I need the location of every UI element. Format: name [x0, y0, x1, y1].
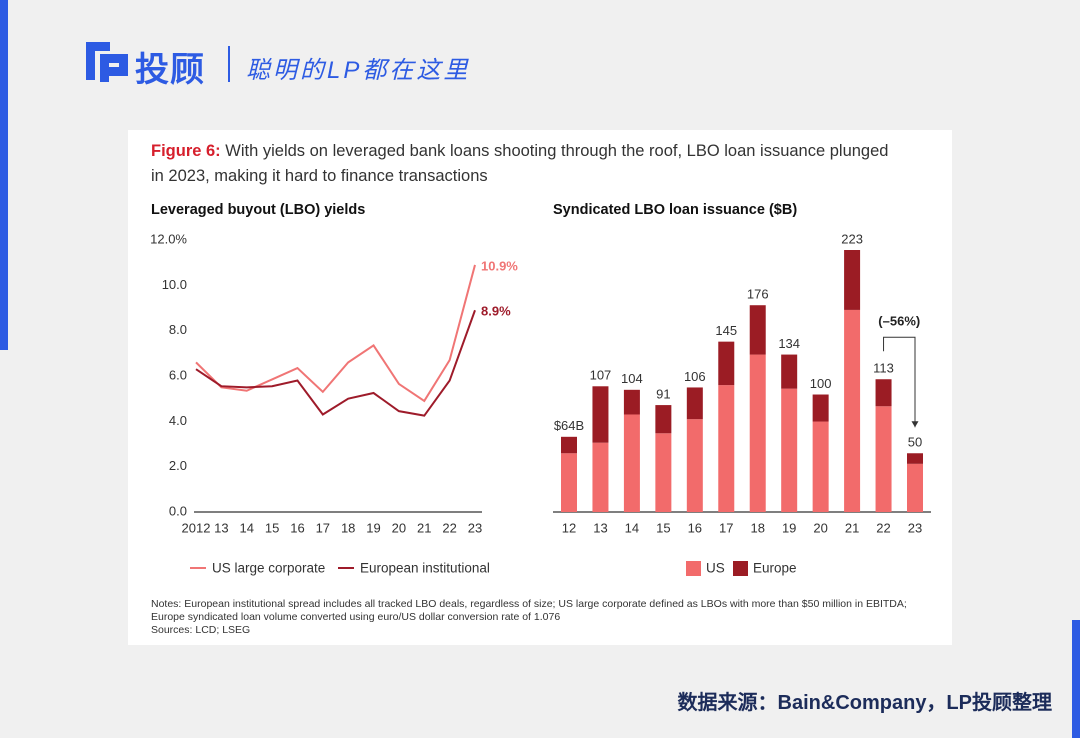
x-tick-label: 21: [845, 520, 859, 535]
legend-label: US large corporate: [212, 561, 325, 576]
logo-icon: [86, 42, 128, 82]
x-tick-label: 12: [562, 520, 576, 535]
x-tick-label: 22: [442, 520, 456, 535]
figure-title: Figure 6: With yields on leveraged bank …: [151, 139, 891, 189]
x-tick-label: 2012: [182, 520, 211, 535]
x-tick-label: 15: [265, 520, 279, 535]
total-label: 145: [715, 323, 737, 338]
annotation: (–56%): [878, 314, 920, 329]
y-tick-label: 6.0: [169, 367, 187, 382]
total-label: 100: [810, 376, 832, 391]
x-tick-label: 15: [656, 520, 670, 535]
divider: [228, 46, 230, 82]
bar-segment: [718, 385, 735, 512]
bar-segment: [875, 406, 892, 512]
total-label: 107: [590, 368, 612, 383]
x-tick-label: 14: [625, 520, 639, 535]
bar-segment: [655, 405, 672, 434]
bar-segment: [812, 421, 829, 512]
x-tick-label: 18: [341, 520, 355, 535]
y-tick-label: 12.0%: [150, 231, 187, 246]
figure-label: Figure 6:: [151, 142, 221, 160]
bar-segment: [907, 453, 923, 464]
bar-segment: [749, 305, 766, 355]
line-series: [195, 309, 476, 417]
tagline: 聪明的LP都在这里: [246, 57, 471, 84]
total-label: 134: [778, 336, 800, 351]
bar-segment: [844, 250, 861, 310]
note: Notes: European institutional spread inc…: [151, 598, 907, 623]
source: Sources: LCD; LSEG: [151, 624, 251, 636]
annotation-arrow: [883, 336, 916, 428]
y-tick-label: 10.0: [162, 277, 187, 292]
y-tick-label: 2.0: [169, 458, 187, 473]
bar-segment: [718, 341, 735, 386]
legend-label: Europe: [753, 561, 797, 576]
brand: 投顾: [135, 51, 205, 89]
x-tick-label: 20: [392, 520, 406, 535]
x-tick-label: 13: [593, 520, 607, 535]
total-label: 223: [841, 231, 863, 246]
x-tick-label: 19: [366, 520, 380, 535]
figure-text: With yields on leveraged bank loans shoo…: [151, 142, 889, 185]
legend-label: US: [706, 561, 725, 576]
bar-segment: [686, 387, 703, 420]
x-tick-label: 22: [876, 520, 890, 535]
bar-segment: [561, 436, 577, 454]
bar-segment: [592, 442, 609, 512]
legend-swatch: [733, 561, 748, 576]
bar-segment: [875, 379, 892, 407]
x-tick-label: 23: [908, 520, 922, 535]
bar-segment: [561, 453, 577, 512]
x-tick-label: 21: [417, 520, 431, 535]
x-tick-label: 16: [688, 520, 702, 535]
total-label: $64B: [554, 418, 584, 433]
value-label: 10.9%: [481, 258, 518, 273]
total-label: 91: [656, 387, 670, 402]
bar-segment: [623, 389, 640, 415]
bar-segment: [781, 354, 798, 389]
bar-segment: [686, 419, 703, 512]
bar-segment: [812, 394, 829, 422]
bar-segment: [907, 463, 923, 512]
y-tick-label: 4.0: [169, 413, 187, 428]
x-tick-label: 23: [468, 520, 482, 535]
total-label: 176: [747, 287, 769, 302]
chart-title: Syndicated LBO loan issuance ($B): [553, 202, 797, 218]
x-tick-label: 19: [782, 520, 796, 535]
footer: 数据来源：Bain&Company，LP投顾整理: [677, 692, 1052, 714]
total-label: 113: [873, 361, 894, 376]
bar-segment: [623, 414, 640, 512]
legend-swatch: [686, 561, 701, 576]
bar-segment: [781, 388, 798, 512]
total-label: 104: [621, 371, 643, 386]
arrow-head: [911, 421, 919, 428]
x-tick-label: 17: [316, 520, 330, 535]
chart-title: Leveraged buyout (LBO) yields: [151, 202, 365, 218]
bar-segment: [592, 386, 609, 443]
y-tick-label: 8.0: [169, 322, 187, 337]
value-label: 8.9%: [481, 304, 511, 319]
bar-segment: [655, 433, 672, 512]
x-tick-label: 17: [719, 520, 733, 535]
accent-bar: [1072, 620, 1080, 738]
line-series: [195, 264, 476, 403]
y-tick-label: 0.0: [169, 503, 187, 518]
x-tick-label: 20: [813, 520, 827, 535]
x-tick-label: 16: [290, 520, 304, 535]
notes: Notes: European institutional spread inc…: [151, 598, 921, 637]
legend-label: European institutional: [360, 561, 490, 576]
x-tick-label: 18: [750, 520, 764, 535]
total-label: 106: [684, 369, 706, 384]
bar-segment: [844, 309, 861, 512]
accent-bar: [0, 0, 8, 350]
x-tick-label: 13: [214, 520, 228, 535]
bar-segment: [749, 354, 766, 512]
x-tick-label: 14: [239, 520, 253, 535]
total-label: 50: [908, 435, 922, 450]
